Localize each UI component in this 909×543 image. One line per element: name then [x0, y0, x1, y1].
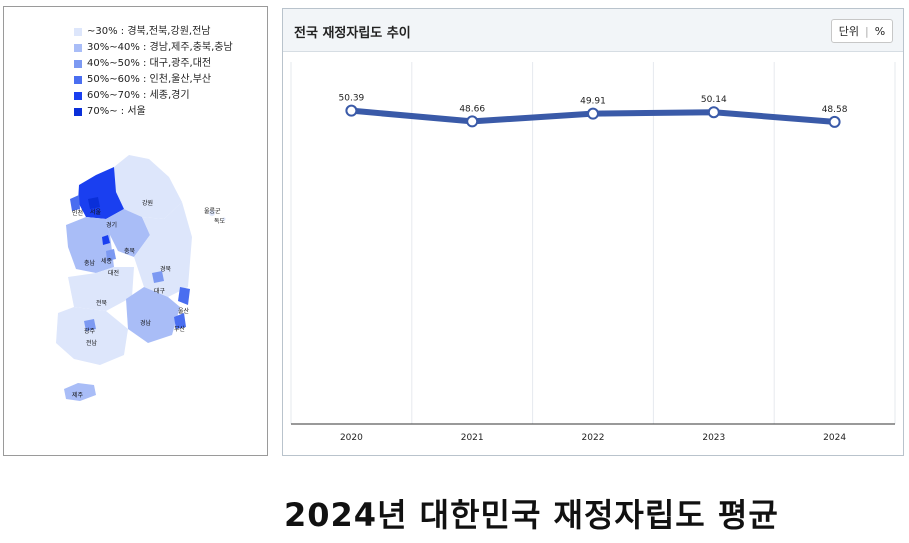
region-label-chungbuk: 충북 [124, 247, 136, 255]
legend-swatch [74, 108, 82, 116]
legend-item: ~30% : 경북,전북,강원,전남 [74, 24, 233, 40]
region-daejeon[interactable] [106, 249, 116, 261]
region-jeonbuk[interactable] [68, 267, 134, 311]
data-point [345, 104, 358, 117]
legend-item: 30%~40% : 경남,제주,충북,충남 [74, 40, 233, 56]
region-label-gangwon: 강원 [142, 199, 153, 207]
x-tick-label: 2023 [702, 433, 725, 443]
region-label-incheon: 인천 [72, 209, 83, 217]
region-chungbuk[interactable] [106, 209, 150, 257]
region-label-chungnam: 충남 [84, 259, 96, 267]
data-label: 48.58 [822, 105, 848, 115]
data-point [466, 115, 479, 128]
data-label: 48.66 [459, 104, 485, 114]
region-label-busan: 부산 [174, 325, 186, 333]
region-jeonnam[interactable] [56, 307, 128, 365]
legend-item: 40%~50% : 대구,광주,대전 [74, 56, 233, 72]
legend-item: 50%~60% : 인천,울산,부산 [74, 72, 233, 88]
legend-item: 60%~70% : 세종,경기 [74, 88, 233, 104]
region-dokdo[interactable] [222, 217, 226, 221]
x-tick-label: 2021 [461, 433, 484, 443]
line-chart: 2020 2021 2022 2023 2024 50.39 48.66 49.91 50.14… [290, 62, 896, 443]
region-seoul[interactable] [88, 197, 100, 209]
region-label-gwangju: 광주 [84, 328, 96, 335]
region-label-gyeongbuk: 경북 [160, 266, 172, 273]
region-label-sejong: 세종 [101, 257, 113, 265]
region-daegu[interactable] [152, 271, 164, 283]
data-label: 50.39 [339, 94, 365, 104]
region-label-jeonbuk: 전북 [96, 299, 108, 307]
legend-item: 70%~ : 서울 [74, 104, 233, 120]
region-label-gyeongnam: 경남 [140, 319, 152, 327]
region-sejong[interactable] [102, 235, 110, 245]
legend-label: 30%~40% : 경남,제주,충북,충남 [87, 42, 233, 53]
region-jeju[interactable] [64, 383, 96, 401]
data-point [587, 107, 599, 120]
legend-swatch [74, 28, 82, 36]
x-tick-label: 2022 [582, 433, 605, 443]
map-panel: ~30% : 경북,전북,강원,전남 30%~40% : 경남,제주,충북,충남… [3, 6, 268, 456]
x-tick-label: 2020 [340, 433, 363, 443]
legend-label: 40%~50% : 대구,광주,대전 [87, 58, 212, 69]
region-label-jeonnam: 전남 [86, 339, 98, 347]
legend-swatch [74, 60, 82, 68]
region-incheon[interactable] [70, 195, 80, 211]
region-label-ulleung: 울릉군 [204, 208, 221, 215]
region-label-seoul: 서울 [90, 208, 102, 216]
region-gangwon[interactable] [114, 155, 182, 219]
chart-title: 전국 재정자립도 추이 [294, 26, 411, 41]
x-tick-label: 2024 [823, 433, 846, 443]
region-label-ulsan: 울산 [178, 307, 190, 315]
unit-value: % [874, 24, 886, 38]
legend-swatch [74, 92, 82, 100]
chart-header: 전국 재정자립도 추이 단위 | % [283, 9, 903, 52]
legend-label: ~30% : 경북,전북,강원,전남 [87, 26, 211, 37]
region-label-daegu: 대구 [154, 287, 166, 295]
unit-selector[interactable]: 단위 | % [831, 19, 893, 43]
region-ulleung[interactable] [209, 210, 215, 216]
region-label-jeju: 제주 [72, 391, 84, 399]
legend-label: 70%~ : 서울 [87, 106, 146, 117]
legend-swatch [74, 44, 82, 52]
chart-panel: 전국 재정자립도 추이 단위 | % 2020 2021 2022 2023 2024 5… [282, 8, 904, 456]
legend-label: 60%~70% : 세종,경기 [87, 90, 190, 101]
region-label-gyeonggi: 경기 [106, 221, 117, 229]
legend-label: 50%~60% : 인천,울산,부산 [87, 74, 212, 85]
region-busan[interactable] [174, 313, 186, 329]
data-point [828, 115, 841, 128]
region-ulsan[interactable] [178, 287, 190, 305]
region-gyeongbuk[interactable] [134, 202, 192, 297]
unit-separator: | [865, 24, 869, 38]
region-gwangju[interactable] [84, 319, 96, 331]
data-label: 49.91 [580, 97, 606, 107]
region-label-dokdo: 독도 [214, 218, 226, 225]
region-label-daejeon: 대전 [108, 269, 119, 277]
region-gyeongnam[interactable] [126, 287, 180, 343]
unit-label: 단위 [838, 25, 860, 38]
data-label: 50.14 [701, 95, 727, 105]
legend-swatch [74, 76, 82, 84]
data-point [707, 106, 720, 119]
page-caption: 2024년 대한민국 재정자립도 평균 [284, 496, 779, 534]
korea-map: 강원 경기 인천 서울 충북 충남 세종 대전 경북 대구 울산 전북 경남 부… [56, 155, 226, 401]
map-legend: ~30% : 경북,전북,강원,전남 30%~40% : 경남,제주,충북,충남… [74, 24, 233, 120]
region-chungnam[interactable] [66, 217, 114, 273]
